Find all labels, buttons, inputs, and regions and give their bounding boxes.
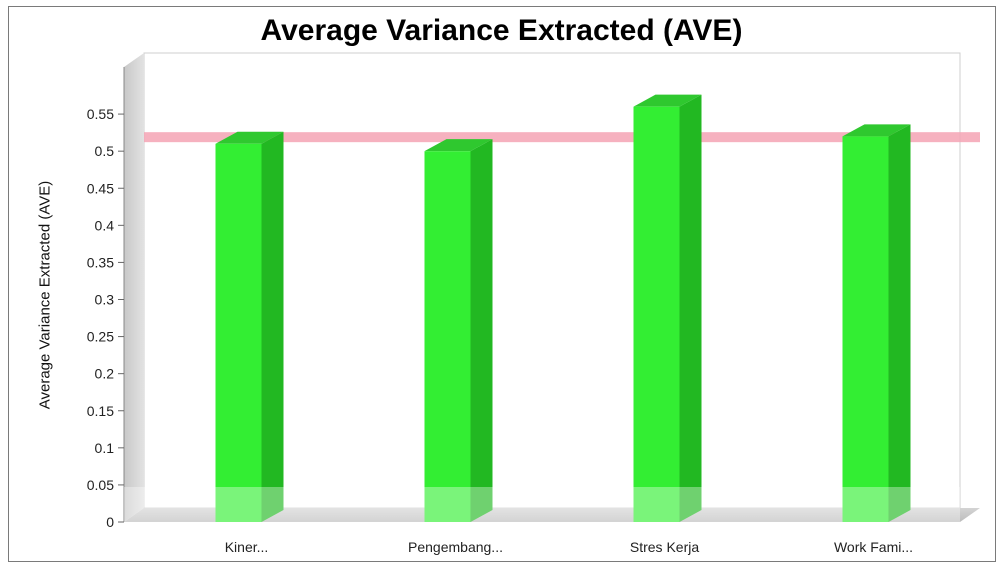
bar-top [633,94,702,107]
y-tick-label: 0.5 [95,143,115,159]
x-category-label: Stres Kerja [630,539,699,555]
x-category-layer: Kiner... Pengembang... Stres Kerja Work Fam… [225,539,913,555]
y-tick-label: 0.2 [95,366,115,382]
y-tick-label: 0.1 [95,440,115,456]
left-wall [124,53,144,522]
x-category-label: Kiner... [225,539,269,555]
y-tick-label: 0.35 [87,254,114,270]
bar-top [842,124,911,137]
bar-front [842,136,889,523]
y-tick-label: 0 [106,514,114,530]
y-tick-layer: 0 0.05 0.1 0.15 0.2 0.25 0.3 0.35 0.4 0.45 0.5 0.55 [87,106,124,530]
bar-front [633,106,680,523]
bar-side [261,131,284,522]
bar [424,139,493,522]
bar [215,131,284,522]
bar [633,94,702,523]
bar-top [215,131,284,144]
floor-overlay [124,487,960,522]
floor [124,508,980,522]
bar-top [424,139,493,152]
bar-side [888,124,911,522]
bar-front [424,151,471,522]
y-tick-label: 0.15 [87,403,114,419]
y-tick-label: 0.55 [87,106,114,122]
y-tick-label: 0.4 [95,217,115,233]
y-tick-label: 0.3 [95,292,115,308]
y-tick-label: 0.45 [87,180,114,196]
reference-line-layer [144,132,980,143]
x-category-label: Pengembang... [408,539,503,555]
bar [842,124,911,523]
bar-layer [124,94,960,523]
bar-front [215,143,262,522]
bar-side [470,139,493,522]
y-tick-label: 0.25 [87,329,114,345]
reference-line [144,132,980,143]
y-tick-label: 0.05 [87,477,114,493]
bar-side [679,94,702,523]
x-category-label: Work Fami... [834,539,913,555]
chart-title: Average Variance Extracted (AVE) [260,14,743,47]
